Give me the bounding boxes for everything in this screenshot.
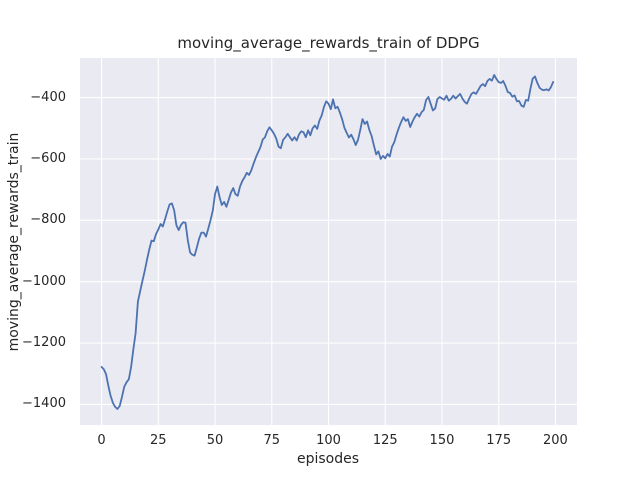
x-tick-label: 25: [150, 433, 167, 448]
x-tick-label: 50: [206, 433, 224, 448]
y-tick-label: −1000: [22, 273, 66, 289]
x-tick-label: 125: [372, 433, 398, 448]
series-line: [100, 74, 555, 410]
x-tick-label: 200: [543, 433, 568, 448]
y-tick-label: −400: [30, 89, 66, 105]
x-tick-label: 175: [486, 433, 512, 448]
y-tick-label: −1200: [22, 335, 66, 351]
x-tick-label: 100: [316, 433, 341, 448]
chart-title: moving_average_rewards_train of DDPG: [177, 34, 480, 52]
y-tick-label: −600: [30, 150, 66, 166]
x-tick-label: 0: [97, 433, 106, 448]
x-tick-label: 150: [429, 433, 455, 448]
x-tick-label: 75: [263, 433, 281, 448]
y-tick-label: −1400: [22, 396, 66, 412]
x-axis-label: episodes: [296, 451, 360, 467]
y-tick-label: −800: [30, 212, 66, 228]
